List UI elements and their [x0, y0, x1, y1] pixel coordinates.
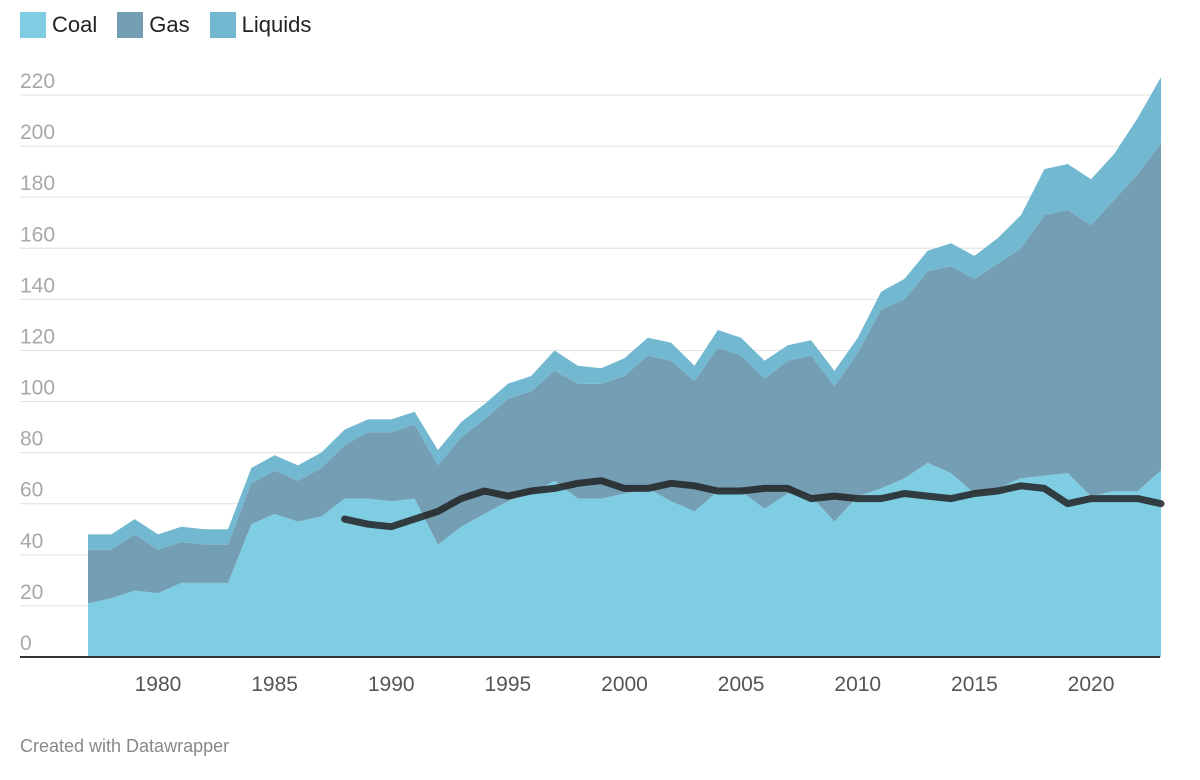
x-tick-label-2000: 2000	[601, 673, 648, 696]
x-tick-label-2005: 2005	[718, 673, 765, 696]
y-tick-label-0: 0	[20, 632, 32, 655]
legend-swatch-gas	[117, 12, 144, 38]
x-tick-label-2015: 2015	[951, 673, 998, 696]
y-tick-label-60: 60	[20, 479, 43, 502]
legend-label-gas: Gas	[149, 12, 190, 37]
y-tick-label-160: 160	[20, 223, 55, 246]
y-tick-label-220: 220	[20, 70, 55, 93]
y-tick-label-20: 20	[20, 581, 43, 604]
legend-item-coal: Coal	[20, 12, 97, 38]
chart-legend: Coal Gas Liquids	[20, 12, 311, 38]
line-series-black	[341, 477, 1165, 531]
y-tick-label-40: 40	[20, 530, 43, 553]
y-tick-label-200: 200	[20, 121, 55, 144]
credit-footer: Created with Datawrapper	[20, 736, 230, 756]
x-tick-label-1990: 1990	[368, 673, 415, 696]
x-tick-label-1985: 1985	[251, 673, 298, 696]
y-tick-label-100: 100	[20, 377, 55, 400]
x-tick-label-2020: 2020	[1068, 673, 1115, 696]
y-tick-label-120: 120	[20, 325, 55, 348]
legend-label-liquids: Liquids	[241, 12, 312, 37]
legend-item-liquids: Liquids	[209, 12, 312, 38]
y-tick-label-180: 180	[20, 172, 55, 195]
x-tick-label-1980: 1980	[135, 673, 182, 696]
legend-item-gas: Gas	[117, 12, 190, 38]
area-gas	[88, 143, 1161, 604]
legend-label-coal: Coal	[52, 12, 98, 37]
area-liquids	[88, 77, 1161, 550]
x-tick-label-2010: 2010	[834, 673, 881, 696]
legend-swatch-coal	[20, 12, 46, 38]
y-tick-label-80: 80	[20, 428, 43, 451]
x-tick-label-1995: 1995	[485, 673, 532, 696]
y-tick-label-140: 140	[20, 274, 55, 297]
legend-swatch-liquids	[209, 12, 236, 38]
area-coal	[88, 462, 1161, 657]
